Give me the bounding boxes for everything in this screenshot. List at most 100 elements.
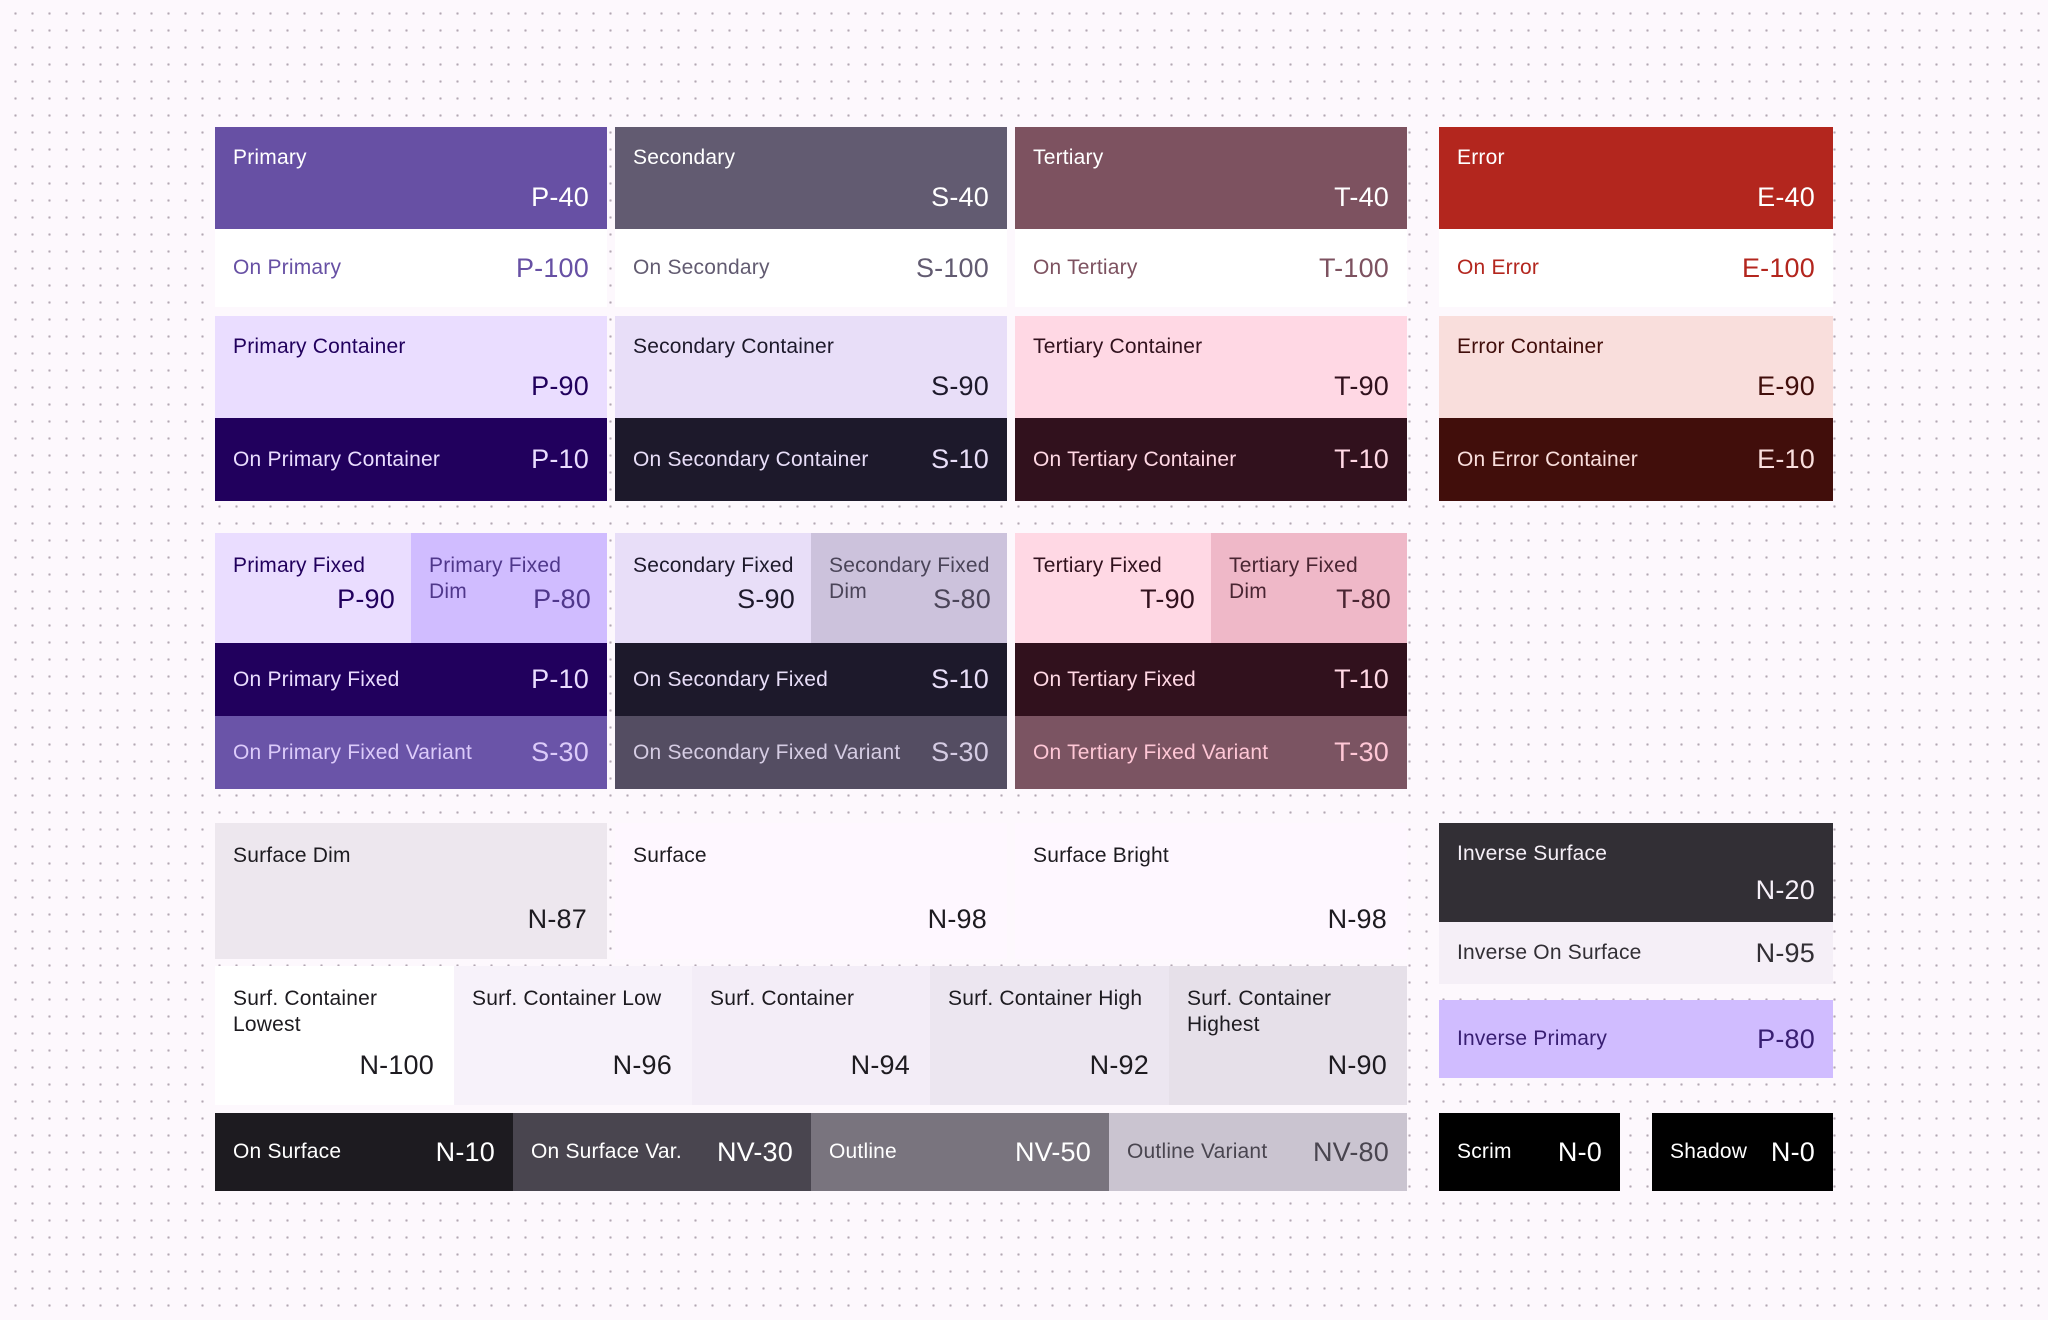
swatch-primary-container: Primary Container P-90 xyxy=(215,316,607,418)
swatch-value: N-98 xyxy=(927,904,987,934)
swatch-label: Inverse Primary xyxy=(1457,1027,1608,1050)
swatch-label: Surf. Container Highest xyxy=(1187,987,1332,1036)
swatch-value: P-100 xyxy=(515,252,589,283)
swatch-value: T-40 xyxy=(1334,182,1389,212)
swatch-surf-container-lowest: Surf. Container Lowest N-100 xyxy=(215,966,454,1105)
swatch-label: On Primary Container xyxy=(233,447,441,471)
swatch-value: N-20 xyxy=(1755,875,1815,905)
swatch-label: Surf. Container Lowest xyxy=(233,987,378,1036)
swatch-label: On Secondary Fixed xyxy=(633,667,829,691)
swatch-tertiary-container: Tertiary Container T-90 xyxy=(1015,316,1407,418)
swatch-label: Primary xyxy=(233,146,307,169)
swatch-value: E-100 xyxy=(1741,252,1815,283)
swatch-value: S-40 xyxy=(931,182,989,212)
swatch-value: S-30 xyxy=(931,737,989,767)
swatch-value: N-98 xyxy=(1327,904,1387,934)
swatch-value: S-10 xyxy=(931,444,989,474)
swatch-value: P-90 xyxy=(337,584,395,614)
swatch-label: Surf. Container Low xyxy=(472,987,662,1010)
swatch-on-tertiary-container: On Tertiary Container T-10 xyxy=(1015,418,1407,501)
swatch-value: T-90 xyxy=(1140,584,1195,614)
swatch-on-primary-fixed: On Primary Fixed P-10 xyxy=(215,643,607,716)
swatch-scrim: Scrim N-0 xyxy=(1439,1113,1620,1191)
swatch-on-primary-fixed-variant: On Primary Fixed Variant S-30 xyxy=(215,716,607,789)
swatch-shadow: Shadow N-0 xyxy=(1652,1113,1833,1191)
swatch-value: T-90 xyxy=(1334,371,1389,401)
swatch-label: Error Container xyxy=(1457,335,1604,358)
swatch-value: P-40 xyxy=(531,182,589,212)
swatch-label: On Primary xyxy=(233,256,342,279)
swatch-on-secondary-container: On Secondary Container S-10 xyxy=(615,418,1007,501)
swatch-value: N-100 xyxy=(359,1050,434,1080)
swatch-value: T-10 xyxy=(1334,444,1389,474)
swatch-value: T-30 xyxy=(1334,737,1389,767)
swatch-on-tertiary-fixed: On Tertiary Fixed T-10 xyxy=(1015,643,1407,716)
swatch-label: Inverse On Surface xyxy=(1457,941,1642,964)
swatch-secondary-fixed: Secondary Fixed S-90 xyxy=(615,533,811,643)
swatch-value: S-80 xyxy=(933,584,991,614)
swatch-value: S-10 xyxy=(931,664,989,694)
swatch-tertiary-fixed-dim: Tertiary Fixed Dim T-80 xyxy=(1211,533,1407,643)
swatch-inverse-surface: Inverse Surface N-20 xyxy=(1439,823,1833,922)
swatch-on-surface: On Surface N-10 xyxy=(215,1113,513,1191)
swatch-value: E-10 xyxy=(1757,444,1815,474)
swatch-value: N-94 xyxy=(850,1050,910,1080)
swatch-secondary: Secondary S-40 xyxy=(615,127,1007,229)
swatch-label: Surf. Container xyxy=(710,987,855,1010)
swatch-value: S-100 xyxy=(915,252,989,283)
swatch-label: On Tertiary Fixed xyxy=(1033,667,1196,691)
swatch-primary-fixed: Primary Fixed P-90 xyxy=(215,533,411,643)
swatch-value: P-80 xyxy=(533,584,591,614)
swatch-on-secondary-fixed-variant: On Secondary Fixed Variant S-30 xyxy=(615,716,1007,789)
swatch-label: Primary Fixed Dim xyxy=(429,554,562,603)
swatch-value: P-80 xyxy=(1757,1023,1815,1054)
swatch-label: Secondary Fixed xyxy=(633,554,794,577)
swatch-value: N-0 xyxy=(1557,1136,1602,1167)
swatch-label: Outline Variant xyxy=(1127,1140,1268,1163)
swatch-label: On Secondary xyxy=(633,256,770,279)
swatch-primary: Primary P-40 xyxy=(215,127,607,229)
swatch-value: P-10 xyxy=(531,664,589,694)
swatch-on-primary-container: On Primary Container P-10 xyxy=(215,418,607,501)
swatch-on-primary: On Primary P-100 xyxy=(215,229,607,307)
swatch-on-secondary-fixed: On Secondary Fixed S-10 xyxy=(615,643,1007,716)
swatch-label: Shadow xyxy=(1670,1140,1748,1163)
swatch-label: Surface xyxy=(633,844,707,867)
swatch-value: S-90 xyxy=(737,584,795,614)
swatch-value: N-87 xyxy=(527,904,587,934)
swatch-label: Primary Fixed xyxy=(233,554,366,577)
swatch-label: Tertiary Fixed xyxy=(1033,554,1162,577)
swatch-surf-container: Surf. Container N-94 xyxy=(692,966,930,1105)
swatch-outline: Outline NV-50 xyxy=(811,1113,1109,1191)
swatch-label: On Surface xyxy=(233,1140,342,1163)
swatch-label: Secondary Fixed Dim xyxy=(829,554,990,603)
swatch-value: P-90 xyxy=(531,371,589,401)
swatch-inverse-on-surface: Inverse On Surface N-95 xyxy=(1439,922,1833,984)
swatch-tertiary: Tertiary T-40 xyxy=(1015,127,1407,229)
swatch-label: Scrim xyxy=(1457,1140,1512,1163)
swatch-label: Tertiary Container xyxy=(1033,335,1203,358)
swatch-label: On Primary Fixed xyxy=(233,667,400,691)
swatch-on-secondary: On Secondary S-100 xyxy=(615,229,1007,307)
swatch-label: Secondary xyxy=(633,146,736,169)
swatch-surface-dim: Surface Dim N-87 xyxy=(215,823,607,959)
swatch-on-tertiary: On Tertiary T-100 xyxy=(1015,229,1407,307)
swatch-surface: Surface N-98 xyxy=(615,823,1007,959)
swatch-value: NV-80 xyxy=(1312,1136,1389,1167)
swatch-label: On Tertiary Fixed Variant xyxy=(1033,740,1269,764)
swatch-surface-bright: Surface Bright N-98 xyxy=(1015,823,1407,959)
swatch-value: E-40 xyxy=(1757,182,1815,212)
swatch-value: T-80 xyxy=(1336,584,1391,614)
swatch-value: NV-50 xyxy=(1014,1136,1091,1167)
swatch-value: E-90 xyxy=(1757,371,1815,401)
swatch-label: On Secondary Fixed Variant xyxy=(633,740,901,764)
swatch-value: N-96 xyxy=(612,1050,672,1080)
swatch-label: Surface Bright xyxy=(1033,844,1169,867)
swatch-inverse-primary: Inverse Primary P-80 xyxy=(1439,1000,1833,1078)
swatch-on-error: On Error E-100 xyxy=(1439,229,1833,307)
swatch-secondary-fixed-dim: Secondary Fixed Dim S-80 xyxy=(811,533,1007,643)
swatch-primary-fixed-dim: Primary Fixed Dim P-80 xyxy=(411,533,607,643)
swatch-on-surface-variant: On Surface Var. NV-30 xyxy=(513,1113,811,1191)
swatch-label: On Primary Fixed Variant xyxy=(233,740,472,764)
